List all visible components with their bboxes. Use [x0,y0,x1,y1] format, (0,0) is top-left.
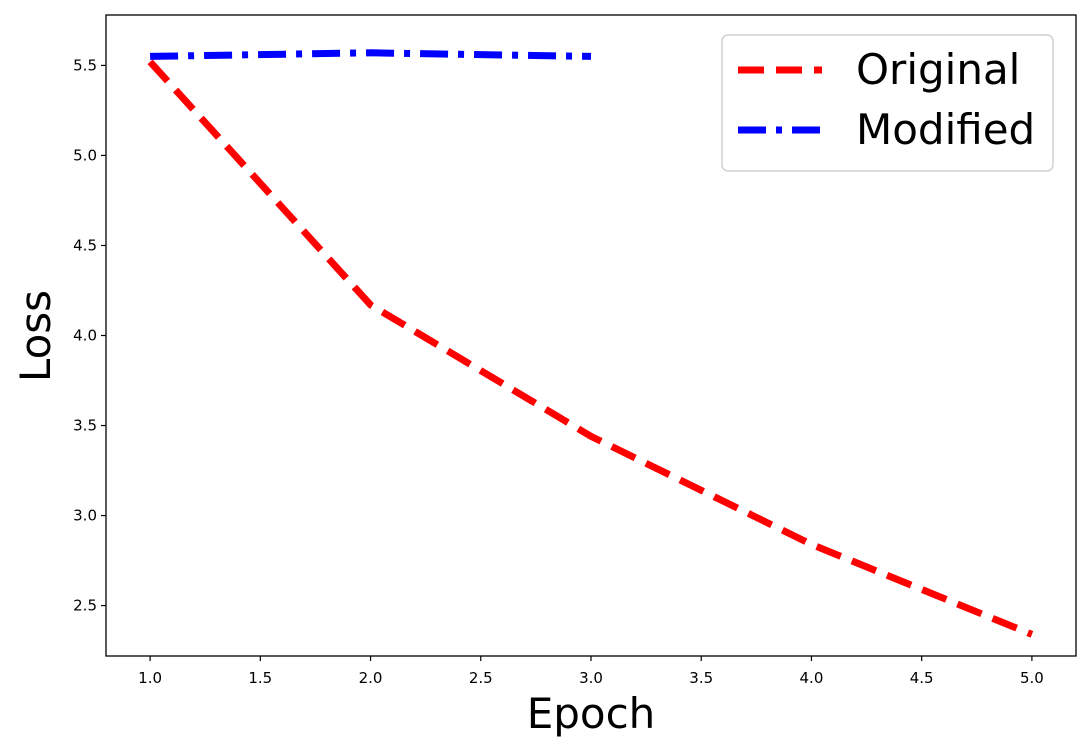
y-tick-label: 3.5 [73,417,97,435]
legend: Original Modified [721,34,1054,172]
x-axis: 1.0 1.5 2.0 2.5 3.0 3.5 4.0 4.5 5.0 [138,656,1044,687]
y-tick-label: 3.0 [73,507,97,525]
x-tick-label: 3.5 [689,669,713,687]
x-tick-label: 1.5 [248,669,272,687]
x-tick-label: 4.0 [800,669,824,687]
x-axis-title: Epoch [527,689,656,738]
y-axis: 2.5 3.0 3.5 4.0 4.5 5.0 5.5 [73,56,106,615]
x-tick-label: 2.5 [469,669,493,687]
legend-label-modified: Modified [856,105,1035,154]
x-tick-label: 3.0 [579,669,603,687]
y-tick-label: 4.5 [73,236,97,254]
x-tick-label: 5.0 [1020,669,1044,687]
x-tick-label: 2.0 [359,669,383,687]
x-tick-label: 4.5 [910,669,934,687]
x-tick-label: 1.0 [138,669,162,687]
legend-box [721,34,1054,172]
y-tick-label: 4.0 [73,327,97,345]
legend-label-original: Original [856,45,1020,94]
y-tick-label: 2.5 [73,597,97,615]
plot-lines [147,49,1034,638]
y-tick-label: 5.0 [73,146,97,164]
y-tick-label: 5.5 [73,56,97,74]
y-axis-title: Loss [11,290,60,382]
